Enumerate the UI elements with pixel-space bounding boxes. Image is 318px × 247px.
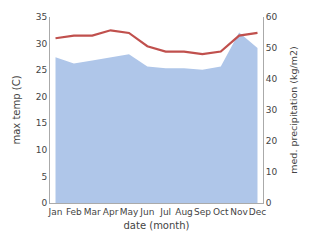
svg-text:med. precipitation (kg/m2): med. precipitation (kg/m2) [288, 46, 299, 173]
svg-text:date (month): date (month) [124, 220, 190, 231]
svg-text:15: 15 [36, 118, 47, 128]
svg-text:20: 20 [266, 136, 278, 146]
svg-text:30: 30 [266, 105, 278, 115]
svg-text:Jun: Jun [139, 207, 154, 217]
svg-text:Feb: Feb [66, 207, 82, 217]
svg-text:Sep: Sep [194, 207, 211, 217]
svg-text:Jul: Jul [159, 207, 171, 217]
svg-text:Jan: Jan [48, 207, 63, 217]
svg-text:40: 40 [266, 74, 278, 84]
svg-text:May: May [120, 207, 139, 217]
svg-text:Nov: Nov [230, 207, 248, 217]
svg-text:30: 30 [36, 39, 48, 49]
svg-text:10: 10 [266, 167, 278, 177]
svg-text:50: 50 [266, 43, 278, 53]
svg-text:Aug: Aug [175, 207, 193, 217]
svg-text:25: 25 [36, 65, 47, 75]
svg-text:20: 20 [36, 92, 48, 102]
svg-text:Oct: Oct [213, 207, 229, 217]
svg-text:Mar: Mar [84, 207, 101, 217]
svg-text:0: 0 [266, 198, 272, 208]
svg-text:max temp (C): max temp (C) [11, 75, 22, 144]
svg-text:Apr: Apr [103, 207, 119, 217]
svg-text:35: 35 [36, 12, 47, 22]
svg-text:0: 0 [41, 198, 47, 208]
svg-text:10: 10 [36, 145, 48, 155]
svg-text:60: 60 [266, 12, 278, 22]
svg-text:5: 5 [41, 172, 47, 182]
svg-text:Dec: Dec [249, 207, 266, 217]
